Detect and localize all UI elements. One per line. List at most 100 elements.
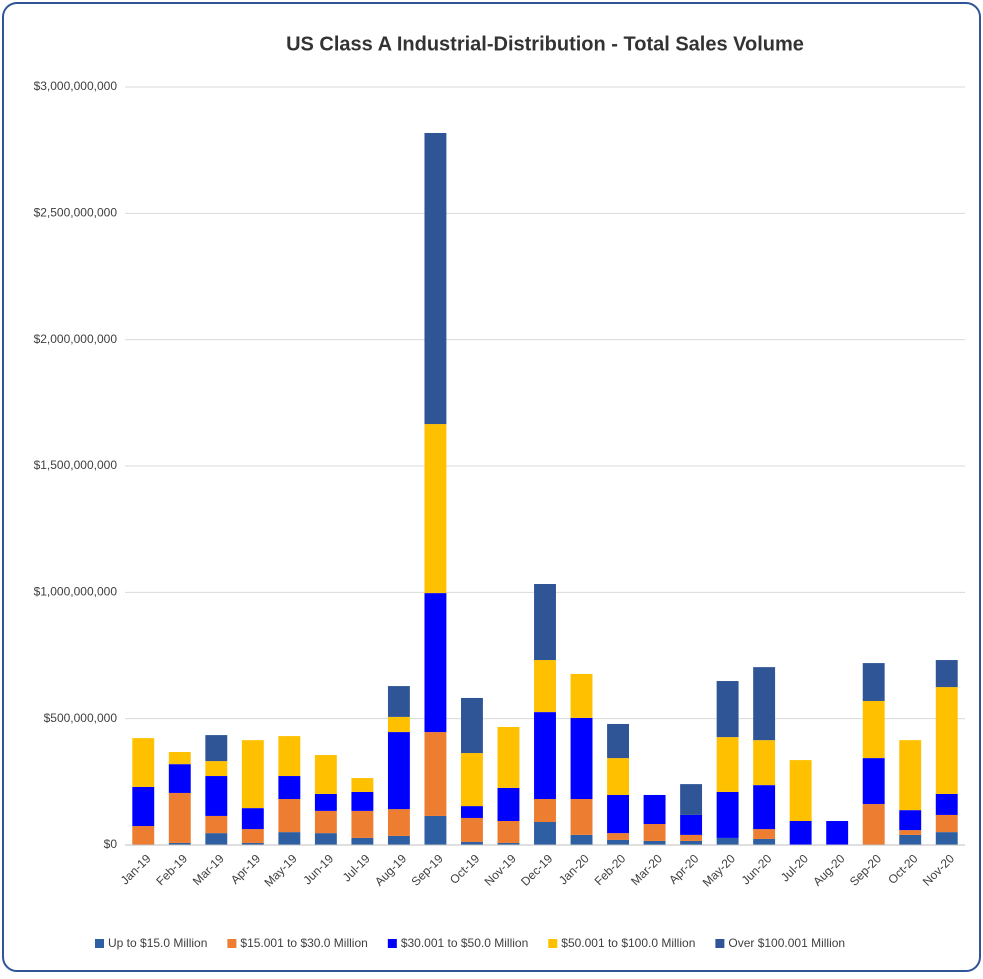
- bar-segment: [205, 833, 228, 845]
- bar-segment: [753, 740, 776, 786]
- bar-segment: [534, 799, 556, 823]
- bar-segment: [461, 817, 483, 842]
- y-tick-label: $2,000,000,000: [34, 332, 118, 346]
- bar-segment: [168, 792, 191, 843]
- bar-segment: [351, 810, 374, 838]
- bar-segment: [789, 760, 812, 821]
- bar-segment: [461, 806, 483, 818]
- bar-segment: [241, 740, 264, 809]
- bar-segment: [826, 820, 849, 845]
- bar-segment: [607, 723, 629, 759]
- bar-segment: [607, 833, 629, 840]
- bar-segment: [607, 758, 629, 795]
- bar-segment: [935, 660, 958, 688]
- bar-segment: [424, 424, 447, 594]
- bar-segment: [205, 761, 228, 777]
- bar-segment: [899, 740, 922, 811]
- bar-segment: [862, 700, 885, 759]
- bar-segment: [424, 732, 447, 816]
- bar-segment: [497, 842, 520, 845]
- bar-segment: [351, 791, 374, 811]
- bar-segment: [168, 842, 191, 845]
- bar-segment: [716, 791, 739, 838]
- bar-segment: [680, 784, 703, 815]
- bar-segment: [278, 736, 301, 777]
- bar-segment: [534, 660, 556, 713]
- bar-segment: [351, 837, 374, 845]
- bar-segment: [899, 810, 922, 831]
- bar-segment: [241, 842, 264, 845]
- bar-segment: [387, 835, 410, 845]
- legend-swatch: [387, 939, 397, 948]
- bar-segment: [351, 778, 374, 792]
- bar-segment: [716, 681, 739, 738]
- bar-segment: [899, 830, 922, 835]
- bar-segment: [461, 753, 483, 807]
- bar-segment: [132, 786, 155, 827]
- y-tick-label: $500,000,000: [44, 711, 118, 725]
- bar-segment: [205, 776, 228, 816]
- bar-segment: [278, 799, 301, 833]
- bar-segment: [935, 832, 958, 845]
- legend-swatch: [95, 939, 104, 948]
- bar-segment: [862, 804, 885, 845]
- legend-label: $50.001 to $100.0 Million: [561, 936, 695, 950]
- bar-segment: [424, 815, 447, 845]
- bar-segment: [314, 793, 337, 811]
- legend-label: Up to $15.0 Million: [108, 936, 207, 950]
- y-tick-label: $1,500,000,000: [34, 458, 118, 472]
- bar-segment: [168, 752, 191, 765]
- bar-segment: [643, 840, 666, 845]
- bar-segment: [461, 697, 483, 754]
- bar-segment: [570, 673, 593, 718]
- y-tick-label: $1,000,000,000: [34, 585, 118, 599]
- bar-segment: [680, 834, 703, 841]
- bar-segment: [387, 716, 410, 733]
- bar-segment: [205, 815, 228, 834]
- bar-segment: [680, 840, 703, 845]
- legend-swatch: [227, 939, 237, 948]
- legend-label: $30.001 to $50.0 Million: [401, 936, 528, 950]
- bar-segment: [241, 808, 264, 830]
- y-tick-label: $3,000,000,000: [34, 79, 118, 93]
- bar-segment: [716, 737, 739, 792]
- bar-segment: [935, 687, 958, 794]
- bar-segment: [607, 794, 629, 834]
- bar-segment: [497, 727, 520, 788]
- bar-segment: [862, 758, 885, 805]
- bar-segment: [935, 814, 958, 833]
- bar-segment: [534, 822, 556, 845]
- legend-label: $15.001 to $30.0 Million: [240, 936, 367, 950]
- bar-segment: [570, 799, 593, 835]
- bar-segment: [314, 833, 337, 845]
- bar-segment: [643, 824, 666, 841]
- bar-segment: [753, 838, 776, 845]
- legend-label: Over $100.001 Million: [728, 936, 845, 950]
- bar-segment: [132, 826, 155, 845]
- bar-segment: [314, 755, 337, 794]
- bar-segment: [570, 834, 593, 845]
- bar-segment: [862, 663, 885, 701]
- bar-segment: [278, 776, 301, 800]
- bar-segment: [497, 787, 520, 821]
- legend-swatch: [548, 939, 558, 948]
- y-tick-label: $0: [104, 837, 118, 851]
- bar-segment: [753, 829, 776, 839]
- bar-segment: [680, 814, 703, 835]
- bar-segment: [935, 793, 958, 815]
- bar-segment: [716, 837, 739, 845]
- bar-segment: [570, 717, 593, 800]
- bar-segment: [424, 132, 447, 425]
- bar-segment: [205, 735, 228, 762]
- bar-segment: [424, 593, 447, 733]
- chart-title: US Class A Industrial-Distribution - Tot…: [286, 33, 804, 55]
- bar-segment: [132, 738, 155, 787]
- bar-segment: [387, 732, 410, 810]
- bar-segment: [387, 809, 410, 836]
- bar-segment: [534, 583, 556, 661]
- legend-swatch: [715, 939, 725, 948]
- bar-segment: [278, 832, 301, 845]
- bar-segment: [168, 764, 191, 793]
- bar-segment: [789, 820, 812, 845]
